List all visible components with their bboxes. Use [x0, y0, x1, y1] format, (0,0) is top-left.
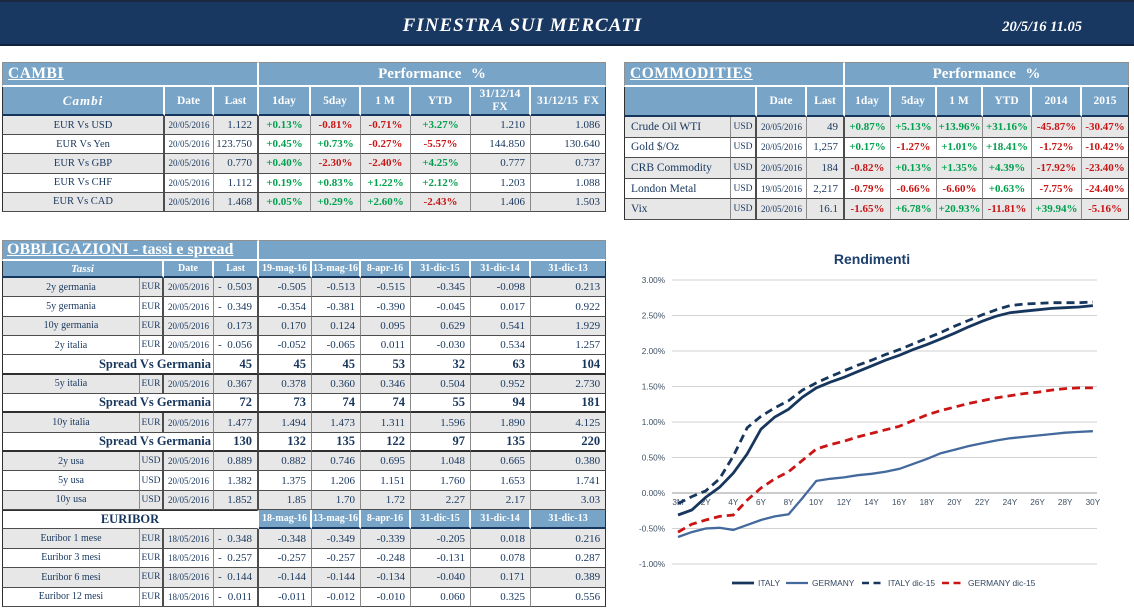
svg-text:2.50%: 2.50% — [642, 312, 665, 321]
svg-text:12Y: 12Y — [837, 498, 852, 507]
svg-text:Rendimenti: Rendimenti — [834, 251, 910, 267]
svg-text:2.00%: 2.00% — [642, 347, 665, 356]
svg-text:GERMANY: GERMANY — [812, 578, 855, 588]
svg-text:3.00%: 3.00% — [642, 276, 665, 285]
svg-text:26Y: 26Y — [1030, 498, 1045, 507]
svg-text:1.00%: 1.00% — [642, 418, 665, 427]
svg-text:18Y: 18Y — [920, 498, 935, 507]
svg-text:8Y: 8Y — [784, 498, 795, 507]
svg-text:14Y: 14Y — [864, 498, 879, 507]
svg-text:2Y: 2Y — [701, 498, 712, 507]
svg-text:0.00%: 0.00% — [642, 489, 665, 498]
svg-text:4Y: 4Y — [728, 498, 739, 507]
svg-text:ITALY: ITALY — [758, 578, 780, 588]
svg-text:6Y: 6Y — [756, 498, 767, 507]
svg-text:-0.50%: -0.50% — [639, 525, 665, 534]
svg-text:22Y: 22Y — [975, 498, 990, 507]
svg-text:GERMANY dic-15: GERMANY dic-15 — [968, 578, 1036, 588]
svg-text:28Y: 28Y — [1058, 498, 1073, 507]
svg-text:-1.00%: -1.00% — [639, 560, 665, 569]
svg-text:10Y: 10Y — [809, 498, 824, 507]
svg-text:1.50%: 1.50% — [642, 383, 665, 392]
svg-text:ITALY dic-15: ITALY dic-15 — [888, 578, 935, 588]
svg-text:20Y: 20Y — [947, 498, 962, 507]
svg-text:30Y: 30Y — [1086, 498, 1101, 507]
svg-text:0.50%: 0.50% — [642, 454, 665, 463]
svg-text:16Y: 16Y — [892, 498, 907, 507]
svg-text:24Y: 24Y — [1003, 498, 1018, 507]
